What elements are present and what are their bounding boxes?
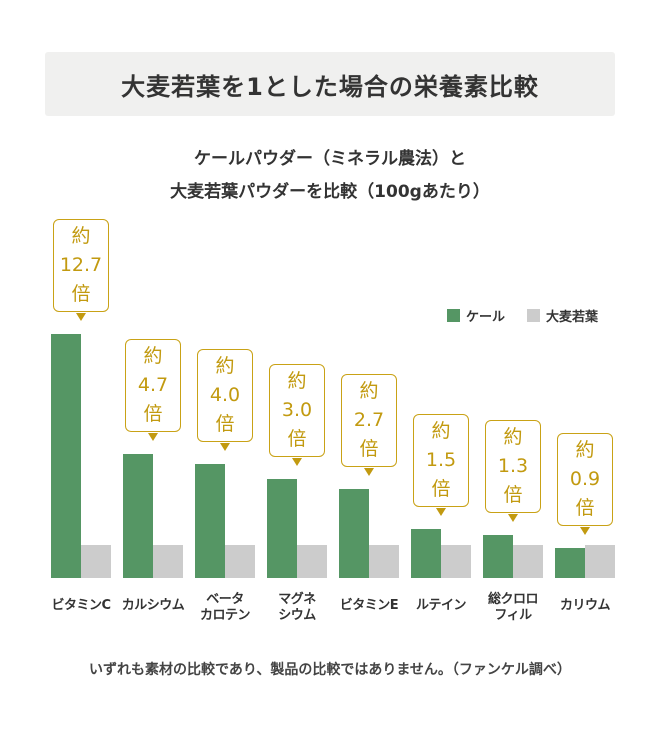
callout-suffix: 倍 bbox=[143, 402, 163, 425]
callout-pointer bbox=[292, 458, 302, 466]
legend-swatch-kale bbox=[447, 309, 460, 322]
callout-value: 1.3 bbox=[497, 455, 529, 478]
callout-pointer bbox=[76, 312, 86, 321]
callout-pointer bbox=[364, 467, 374, 476]
ratio-callout: 約 3.0 倍 bbox=[269, 364, 325, 466]
category-label: ルテイン bbox=[415, 598, 467, 613]
bar-kale bbox=[51, 333, 81, 578]
ratio-callout: 約 0.9 倍 bbox=[557, 433, 613, 536]
callout-suffix: 倍 bbox=[575, 497, 595, 520]
category-label: カルシウム bbox=[121, 598, 185, 613]
ratio-callout: 約 1.5 倍 bbox=[413, 413, 469, 516]
callout-prefix: 約 bbox=[359, 379, 379, 402]
callout-value: 4.7 bbox=[137, 373, 169, 396]
callout-pointer bbox=[436, 507, 446, 516]
legend-label-barley: 大麦若葉 bbox=[546, 310, 599, 325]
ratio-callout: 約 4.7 倍 bbox=[125, 338, 181, 441]
callout-value: 0.9 bbox=[569, 468, 601, 491]
callout-prefix: 約 bbox=[503, 426, 523, 449]
bar-kale bbox=[555, 548, 585, 578]
bar-kale bbox=[411, 528, 441, 578]
callout-value: 1.5 bbox=[425, 448, 457, 471]
ratio-callout: 約 1.3 倍 bbox=[485, 420, 541, 523]
callout-suffix: 倍 bbox=[503, 484, 523, 507]
callout-value: 12.7 bbox=[59, 253, 103, 276]
category-label: ビタミンC bbox=[51, 598, 111, 613]
callout-pointer bbox=[580, 527, 590, 536]
callout-suffix: 倍 bbox=[287, 428, 307, 450]
bar-barley bbox=[153, 545, 183, 578]
bar-barley bbox=[297, 545, 327, 578]
category-label: ビタミンE bbox=[339, 598, 399, 613]
bar-kale bbox=[339, 488, 369, 578]
chart-title: 大麦若葉を1とした場合の栄養素比較 bbox=[45, 52, 615, 116]
bar-barley bbox=[441, 545, 471, 578]
callout-value: 3.0 bbox=[281, 399, 313, 421]
callout-suffix: 倍 bbox=[71, 282, 91, 305]
callout-prefix: 約 bbox=[215, 355, 235, 377]
bar-kale bbox=[123, 453, 153, 578]
bar-kale bbox=[483, 535, 513, 578]
category-label: カリウム bbox=[559, 598, 611, 613]
callout-prefix: 約 bbox=[431, 419, 451, 442]
callout-value: 4.0 bbox=[209, 384, 241, 406]
callout-prefix: 約 bbox=[287, 370, 307, 392]
ratio-callout: 約 4.0 倍 bbox=[197, 349, 253, 451]
category-label: 総クロロ フィル bbox=[487, 592, 539, 623]
category-label: マグネ シウム bbox=[278, 592, 316, 623]
category-label: ベータ カロテン bbox=[199, 592, 251, 623]
bar-barley bbox=[369, 545, 399, 578]
callout-prefix: 約 bbox=[71, 224, 91, 247]
legend: ケール 大麦若葉 bbox=[447, 306, 598, 325]
chart-subtitle-line-1: ケールパウダー（ミネラル農法）と bbox=[194, 149, 466, 169]
ratio-callout: 約 2.7 倍 bbox=[341, 373, 397, 476]
callout-prefix: 約 bbox=[575, 439, 595, 462]
callout-prefix: 約 bbox=[143, 344, 163, 367]
bar-kale bbox=[195, 464, 225, 578]
bar-barley bbox=[225, 545, 255, 578]
footnote: いずれも素材の比較であり、製品の比較ではありません。（ファンケル調べ） bbox=[89, 662, 571, 678]
callout-pointer bbox=[508, 514, 518, 523]
legend-label-kale: ケール bbox=[466, 310, 506, 325]
callout-suffix: 倍 bbox=[359, 437, 379, 460]
callout-suffix: 倍 bbox=[431, 477, 451, 500]
callout-pointer bbox=[148, 432, 158, 441]
callout-pointer bbox=[220, 443, 230, 451]
callout-suffix: 倍 bbox=[215, 413, 235, 435]
chart-subtitle-line-2: 大麦若葉パウダーを比較（100gあたり） bbox=[170, 182, 490, 202]
bar-barley bbox=[513, 545, 543, 578]
callout-value: 2.7 bbox=[353, 408, 385, 431]
bar-barley bbox=[81, 545, 111, 578]
legend-swatch-barley bbox=[527, 309, 541, 322]
bar-barley bbox=[585, 545, 615, 578]
bar-kale bbox=[267, 479, 297, 578]
ratio-callout: 約 12.7 倍 bbox=[53, 218, 109, 321]
